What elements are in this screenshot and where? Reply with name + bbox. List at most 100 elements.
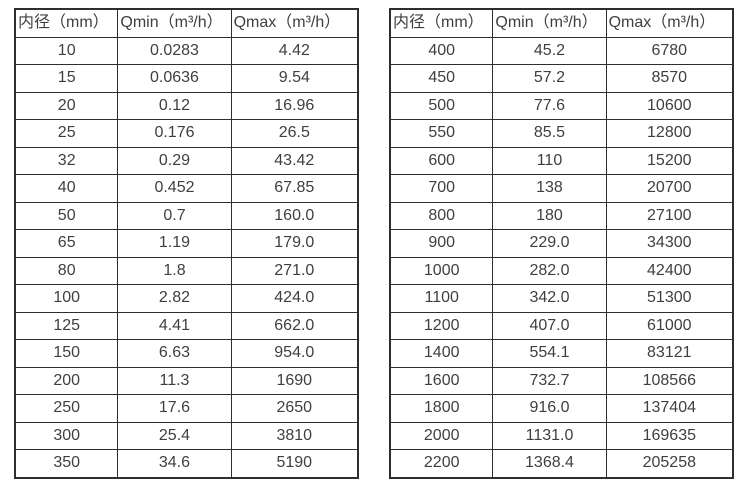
column-header: Qmin（m³/h）: [492, 8, 607, 38]
table-row: 1000 282.0 42400: [389, 256, 734, 285]
table-row: 2000 1131.0 169635: [389, 421, 734, 450]
table-cell: 25.4: [117, 421, 232, 450]
table-cell: 77.6: [492, 91, 607, 120]
table-row: 25 0.176 26.5: [14, 119, 359, 148]
table-row: 350 34.6 5190: [14, 449, 359, 478]
table-row: 800 180 27100: [389, 201, 734, 230]
table-row: 10 0.0283 4.42: [14, 36, 359, 65]
flow-table-small-diameters: 内径（mm） Qmin（m³/h） Qmax（m³/h） 10 0.0283 4.42 1…: [14, 8, 359, 479]
table-row: 500 77.6 10600: [389, 91, 734, 120]
table-row: 550 85.5 12800: [389, 119, 734, 148]
table-row: 250 17.6 2650: [14, 394, 359, 423]
header-row: 内径（mm） Qmin（m³/h） Qmax（m³/h）: [14, 8, 359, 38]
table-cell: 110: [492, 146, 607, 175]
table-row: 900 229.0 34300: [389, 229, 734, 258]
table-cell: 700: [389, 174, 494, 203]
table-cell: 3810: [230, 421, 359, 450]
table-cell: 300: [14, 421, 119, 450]
table-cell: 43.42: [230, 146, 359, 175]
table-cell: 45.2: [492, 36, 607, 65]
column-header: Qmin（m³/h）: [117, 8, 232, 38]
table-cell: 65: [14, 229, 119, 258]
table-row: 600 110 15200: [389, 146, 734, 175]
table-row: 20 0.12 16.96: [14, 91, 359, 120]
table-cell: 150: [14, 339, 119, 368]
table-cell: 15: [14, 64, 119, 93]
table-cell: 554.1: [492, 339, 607, 368]
table-cell: 6780: [605, 36, 734, 65]
table-cell: 20: [14, 91, 119, 120]
table-cell: 25: [14, 119, 119, 148]
table-cell: 2650: [230, 394, 359, 423]
table-cell: 42400: [605, 256, 734, 285]
table-cell: 11.3: [117, 366, 232, 395]
table-cell: 271.0: [230, 256, 359, 285]
table-cell: 916.0: [492, 394, 607, 423]
flow-table-large-diameters: 内径（mm） Qmin（m³/h） Qmax（m³/h） 400 45.2 6780 45…: [389, 8, 734, 479]
table-cell: 179.0: [230, 229, 359, 258]
table-cell: 12800: [605, 119, 734, 148]
table-cell: 4.41: [117, 311, 232, 340]
table-cell: 160.0: [230, 201, 359, 230]
table-cell: 0.7: [117, 201, 232, 230]
table-cell: 2000: [389, 421, 494, 450]
table-cell: 169635: [605, 421, 734, 450]
table-cell: 342.0: [492, 284, 607, 313]
table-row: 2200 1368.4 205258: [389, 449, 734, 478]
table-row: 50 0.7 160.0: [14, 201, 359, 230]
table-cell: 26.5: [230, 119, 359, 148]
table-cell: 34.6: [117, 449, 232, 478]
table-cell: 424.0: [230, 284, 359, 313]
table-row: 200 11.3 1690: [14, 366, 359, 395]
table-cell: 10: [14, 36, 119, 65]
table-cell: 1400: [389, 339, 494, 368]
table-cell: 282.0: [492, 256, 607, 285]
table-cell: 9.54: [230, 64, 359, 93]
table-cell: 1800: [389, 394, 494, 423]
table-row: 1100 342.0 51300: [389, 284, 734, 313]
table-cell: 350: [14, 449, 119, 478]
table-row: 125 4.41 662.0: [14, 311, 359, 340]
table-row: 100 2.82 424.0: [14, 284, 359, 313]
table-cell: 67.85: [230, 174, 359, 203]
table-cell: 732.7: [492, 366, 607, 395]
table-cell: 16.96: [230, 91, 359, 120]
column-header: Qmax（m³/h）: [230, 8, 359, 38]
table-cell: 61000: [605, 311, 734, 340]
table-cell: 1690: [230, 366, 359, 395]
table-row: 450 57.2 8570: [389, 64, 734, 93]
column-header: Qmax（m³/h）: [605, 8, 734, 38]
table-cell: 0.176: [117, 119, 232, 148]
table-row: 1200 407.0 61000: [389, 311, 734, 340]
table-cell: 400: [389, 36, 494, 65]
table-row: 300 25.4 3810: [14, 421, 359, 450]
table-cell: 180: [492, 201, 607, 230]
table-cell: 1200: [389, 311, 494, 340]
table-cell: 27100: [605, 201, 734, 230]
table-cell: 1000: [389, 256, 494, 285]
table-cell: 5190: [230, 449, 359, 478]
table-cell: 20700: [605, 174, 734, 203]
table-cell: 205258: [605, 449, 734, 478]
table-cell: 0.12: [117, 91, 232, 120]
table-cell: 250: [14, 394, 119, 423]
table-cell: 57.2: [492, 64, 607, 93]
table-row: 700 138 20700: [389, 174, 734, 203]
table-row: 32 0.29 43.42: [14, 146, 359, 175]
header-row: 内径（mm） Qmin（m³/h） Qmax（m³/h）: [389, 8, 734, 38]
table-row: 1400 554.1 83121: [389, 339, 734, 368]
table-row: 40 0.452 67.85: [14, 174, 359, 203]
table-cell: 32: [14, 146, 119, 175]
table-row: 65 1.19 179.0: [14, 229, 359, 258]
table-cell: 0.0283: [117, 36, 232, 65]
table-cell: 0.452: [117, 174, 232, 203]
table-cell: 600: [389, 146, 494, 175]
table-row: 1800 916.0 137404: [389, 394, 734, 423]
table-cell: 10600: [605, 91, 734, 120]
table-cell: 137404: [605, 394, 734, 423]
table-cell: 1100: [389, 284, 494, 313]
table-row: 150 6.63 954.0: [14, 339, 359, 368]
table-cell: 83121: [605, 339, 734, 368]
table-row: 400 45.2 6780: [389, 36, 734, 65]
